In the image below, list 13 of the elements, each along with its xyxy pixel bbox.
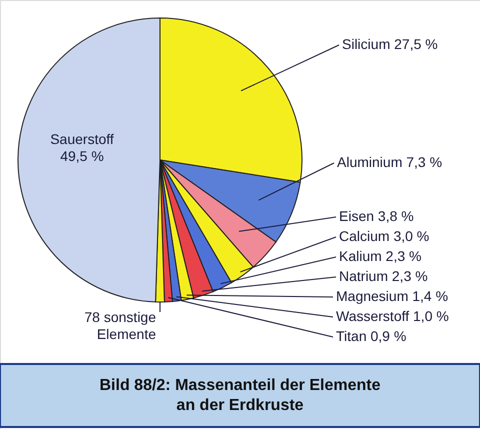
slice-label: Wasserstoff 1,0 %	[336, 308, 449, 324]
slice-label: Eisen 3,8 %	[339, 208, 414, 224]
slice-label: Sauerstoff	[50, 131, 114, 147]
slice-label: 78 sonstige Elemente	[84, 309, 156, 342]
data-label: 49,5 %	[60, 148, 104, 164]
slice-label: Silicium 27,5 %	[342, 36, 438, 52]
slice-label: Natrium 2,3 %	[339, 268, 428, 284]
slice-label: Kalium 2,3 %	[339, 248, 422, 264]
slice-label: Calcium 3,0 %	[339, 228, 430, 244]
slice-label: Magnesium 1,4 %	[336, 288, 448, 304]
slice-label: Titan 0,9 %	[336, 328, 406, 344]
slice-label: Aluminium 7,3 %	[337, 154, 442, 170]
text: Bild 88/2: Massenanteil der Elemente an der Erdkruste	[100, 377, 381, 414]
